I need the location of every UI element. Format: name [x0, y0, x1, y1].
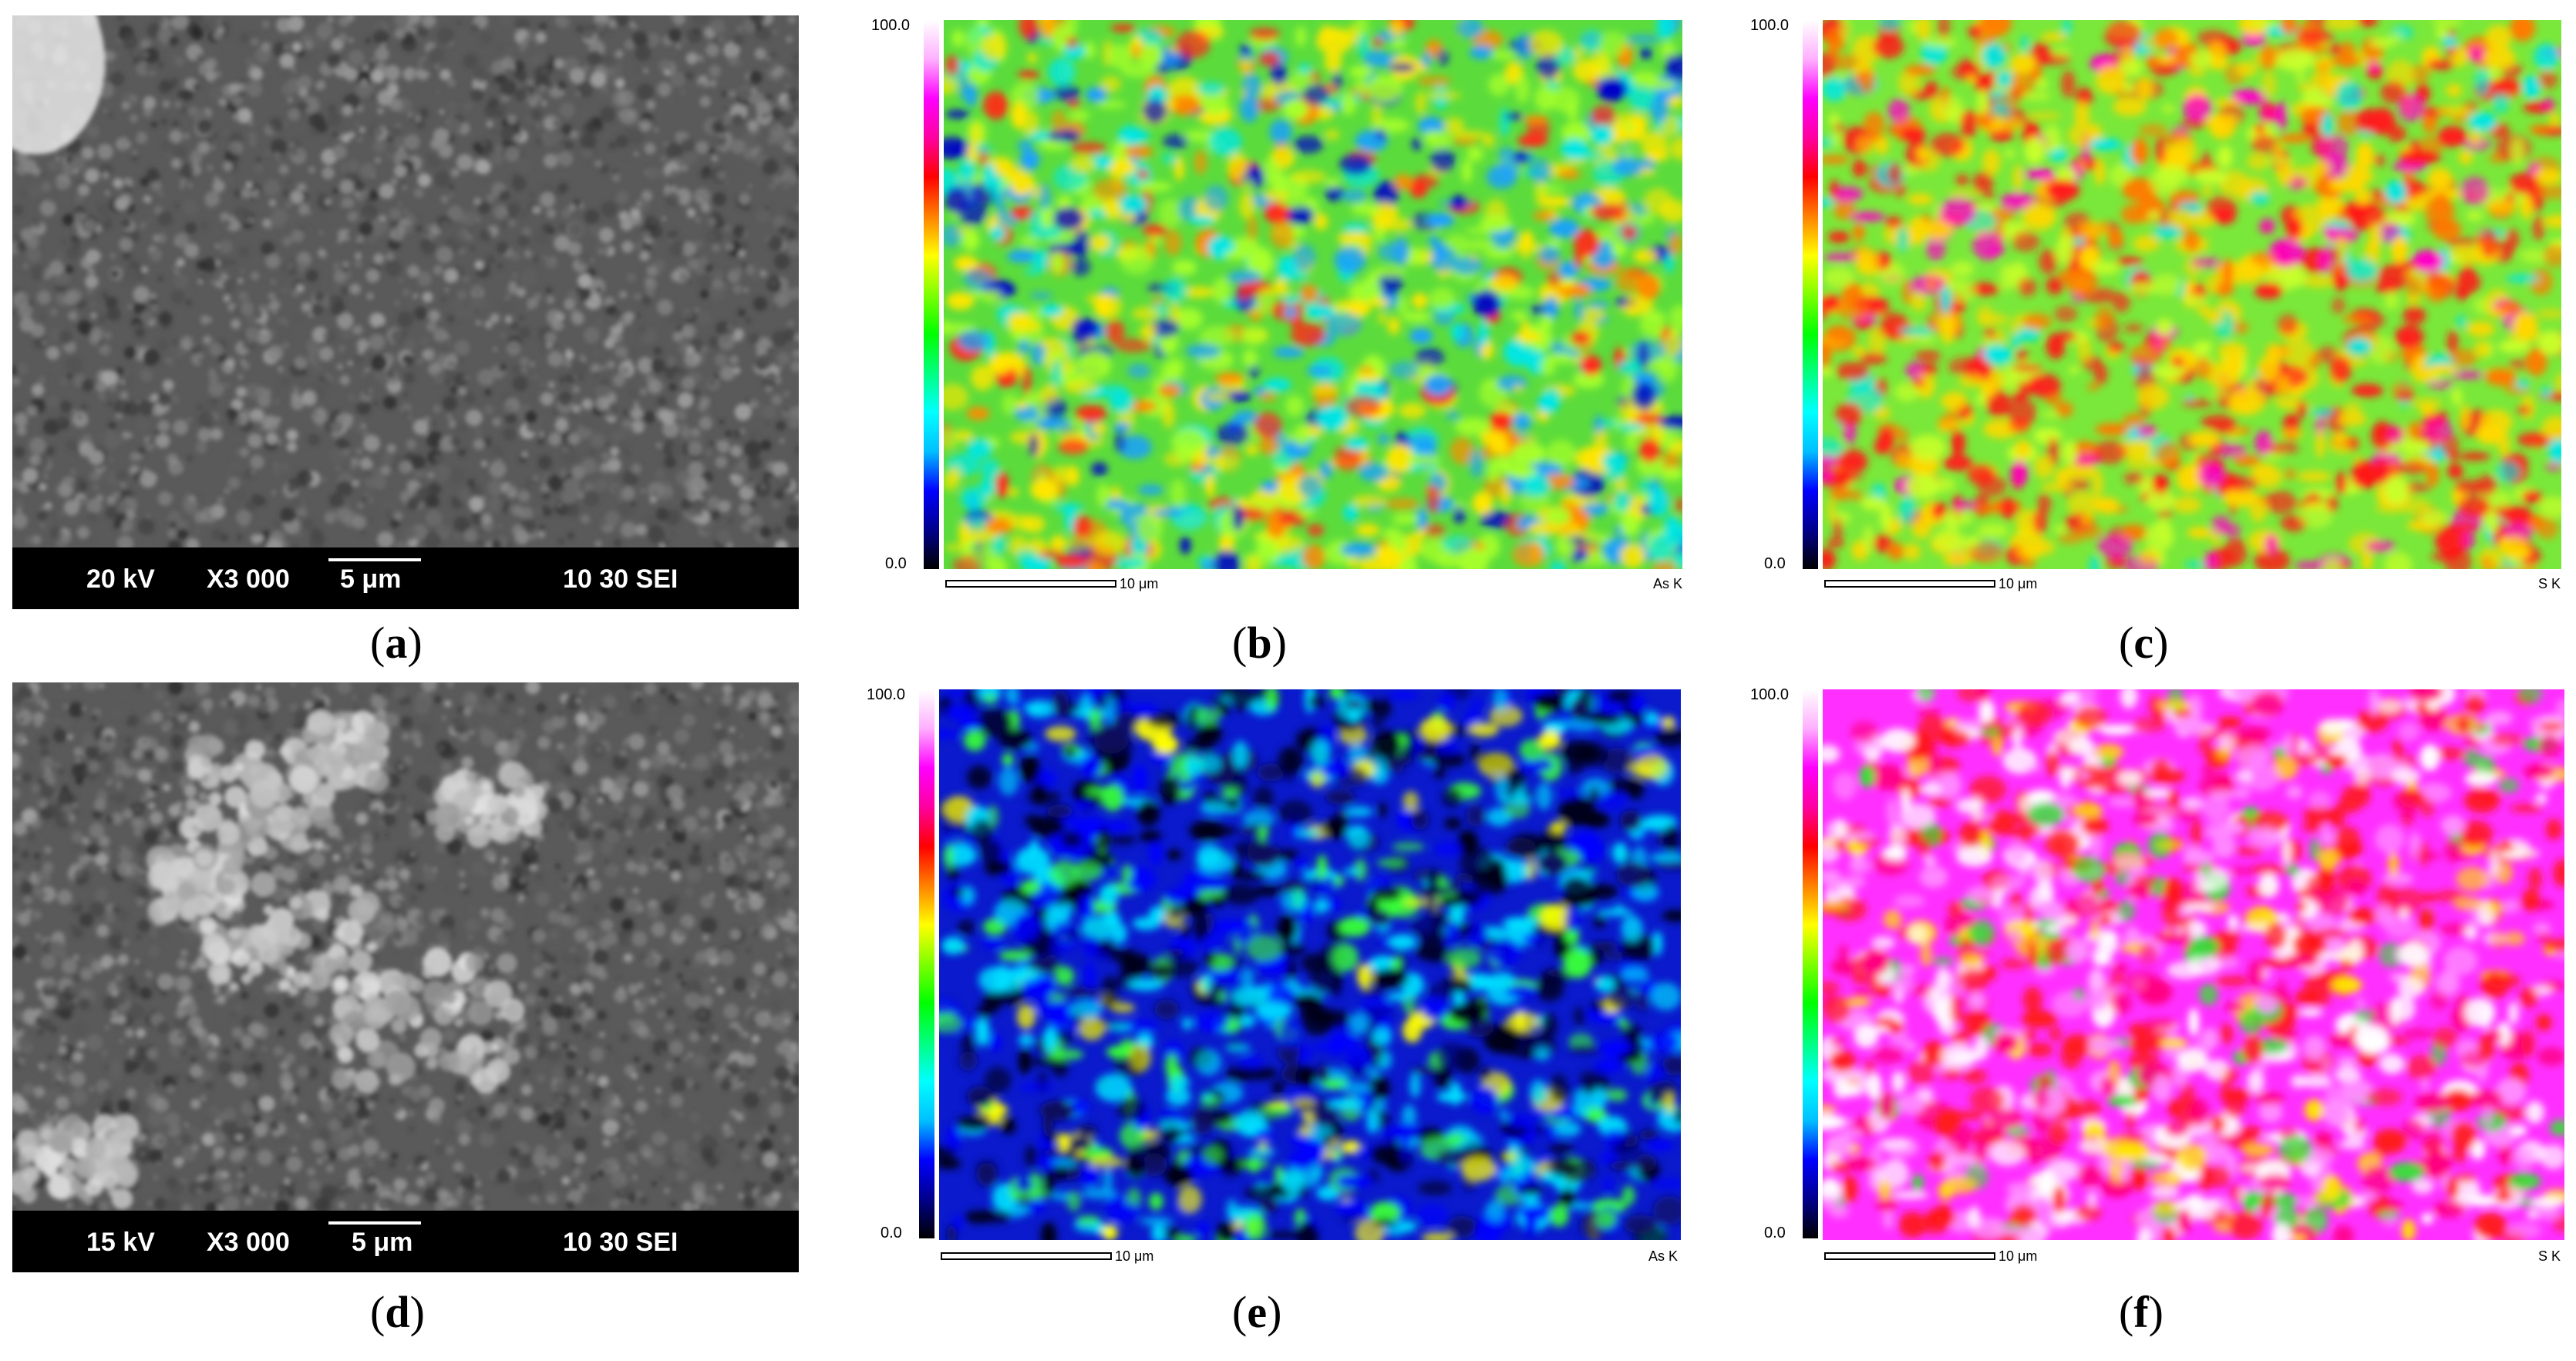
eds-map-texture	[1823, 689, 2564, 1240]
colorbar-min-label: 0.0	[881, 1225, 902, 1241]
sem-scale-label: 5 μm	[340, 564, 402, 594]
colorbar	[1803, 689, 1818, 1238]
sem-scale-label: 5 μm	[352, 1228, 413, 1257]
sem-info: 10 30 SEI	[563, 564, 679, 594]
sem-texture	[12, 15, 799, 547]
element-label: As K	[1648, 1248, 1679, 1264]
map-scale-label: 10 μm	[1120, 576, 1159, 591]
caption-b: (b)	[1232, 618, 1287, 668]
sem-texture	[12, 682, 799, 1211]
map-scale-label: 10 μm	[1115, 1248, 1154, 1264]
sem-voltage: 15 kV	[86, 1228, 155, 1257]
caption-f: (f)	[2119, 1287, 2164, 1337]
sem-magnification: X3 000	[207, 564, 290, 594]
map-scale-label: 10 μm	[1999, 576, 2038, 591]
caption-a: (a)	[370, 618, 423, 668]
caption-c: (c)	[2119, 618, 2169, 668]
eds-map-texture	[944, 20, 1682, 569]
map-scale-bar	[941, 1252, 1112, 1260]
colorbar-min-label: 0.0	[885, 555, 907, 572]
eds-panel-c: 100.0 0.0 10 μm S K	[1750, 15, 2568, 594]
sem-voltage: 20 kV	[86, 564, 155, 594]
sem-panel-d: 15 kV X3 000 5 μm 10 30 SEI	[12, 682, 799, 1276]
map-scale-label: 10 μm	[1999, 1248, 2038, 1264]
eds-panel-e: 100.0 0.0 10 μm As K	[867, 685, 1684, 1271]
eds-panel-f: 100.0 0.0 10 μm S K	[1750, 685, 2568, 1271]
eds-panel-b: 100.0 0.0 10 μm As K	[871, 15, 1689, 594]
colorbar	[1803, 20, 1818, 569]
eds-map-texture	[1823, 20, 2561, 569]
eds-map-texture	[939, 689, 1681, 1240]
eds-map	[1823, 689, 2564, 1240]
colorbar-max-label: 100.0	[1750, 686, 1790, 703]
map-scale-bar	[945, 580, 1116, 588]
element-label: As K	[1653, 576, 1683, 591]
colorbar-min-label: 0.0	[1764, 1225, 1786, 1241]
sem-panel-a: 20 kV X3 000 5 μm 10 30 SEI	[12, 15, 799, 609]
sem-info-bar: 15 kV X3 000 5 μm 10 30 SEI	[12, 1211, 799, 1272]
element-label: S K	[2538, 1248, 2561, 1264]
map-scale-bar	[1824, 1252, 1995, 1260]
sem-magnification: X3 000	[207, 1228, 290, 1257]
sem-scale-bar	[328, 558, 421, 561]
caption-d: (d)	[370, 1287, 425, 1337]
sem-info: 10 30 SEI	[563, 1228, 679, 1257]
sem-micrograph: 20 kV X3 000 5 μm 10 30 SEI	[12, 15, 799, 609]
map-scale-bar	[1824, 580, 1995, 588]
colorbar	[924, 20, 939, 569]
colorbar-min-label: 0.0	[1764, 555, 1786, 572]
eds-map	[1823, 20, 2561, 569]
caption-e: (e)	[1232, 1287, 1282, 1337]
colorbar-max-label: 100.0	[1750, 17, 1790, 34]
eds-map	[944, 20, 1682, 569]
sem-info-bar: 20 kV X3 000 5 μm 10 30 SEI	[12, 547, 799, 609]
colorbar-max-label: 100.0	[867, 686, 906, 703]
sem-scale-bar	[328, 1221, 421, 1225]
sem-micrograph: 15 kV X3 000 5 μm 10 30 SEI	[12, 682, 799, 1272]
colorbar	[919, 689, 934, 1238]
element-label: S K	[2538, 576, 2561, 591]
eds-map	[939, 689, 1681, 1240]
colorbar-max-label: 100.0	[871, 17, 911, 34]
